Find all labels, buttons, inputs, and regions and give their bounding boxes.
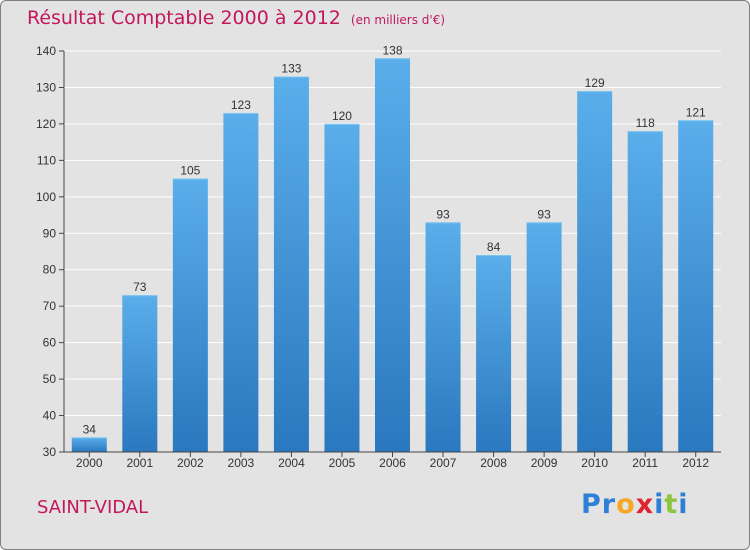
- x-tick-label-2008: 2008: [480, 456, 507, 470]
- bar-2006: [375, 58, 410, 453]
- title-text: Résultat Comptable 2000 à 2012: [27, 7, 341, 29]
- bar-2005: [324, 123, 360, 452]
- bar-2004: [273, 76, 309, 452]
- value-label-2002: 105: [180, 164, 200, 178]
- bar-2009: [526, 222, 562, 452]
- logo-letter: x: [635, 489, 655, 520]
- value-label-2009: 93: [537, 207, 551, 221]
- bar-2011: [627, 131, 663, 452]
- x-tick-label-2000: 2000: [76, 456, 103, 470]
- value-label-2006: 138: [382, 43, 402, 57]
- value-labels: 34 73 105 123 133 120 138 93 84 93 129 118 121: [83, 43, 706, 436]
- logo-letter: t: [664, 489, 679, 520]
- y-tick-label: 110: [37, 153, 56, 167]
- x-tick-label-2002: 2002: [177, 456, 204, 470]
- commune-name: SAINT-VIDAL: [37, 497, 149, 518]
- logo-letter: i: [678, 489, 689, 520]
- y-tick-label: 80: [43, 263, 57, 277]
- x-tick-label-2007: 2007: [430, 456, 457, 470]
- logo-letter: r: [601, 489, 617, 520]
- logo-letter: i: [654, 489, 665, 520]
- x-tick-label-2006: 2006: [379, 456, 406, 470]
- x-tick-label-2004: 2004: [278, 456, 305, 470]
- value-label-2010: 129: [585, 76, 605, 90]
- proxiti-logo: Proxiti: [581, 489, 689, 520]
- y-tick-label: 140: [36, 44, 56, 58]
- x-tick-label-2012: 2012: [682, 456, 709, 470]
- bars: [71, 58, 714, 453]
- value-label-2003: 123: [231, 98, 251, 112]
- y-tick-label: 130: [36, 80, 56, 94]
- y-tick-label: 60: [43, 336, 57, 350]
- value-label-2004: 133: [281, 62, 301, 76]
- value-label-2012: 121: [686, 105, 706, 119]
- bar-2007: [425, 222, 461, 452]
- logo-letter: o: [616, 489, 636, 520]
- x-tick-label-2005: 2005: [329, 456, 356, 470]
- x-tick-label-2003: 2003: [228, 456, 255, 470]
- chart-subtitle: (en milliers d'€): [350, 13, 446, 27]
- y-tick-label: 70: [43, 299, 57, 313]
- y-tick-label: 50: [43, 372, 57, 386]
- value-label-2011: 118: [636, 116, 655, 130]
- x-tick-label-2001: 2001: [126, 456, 153, 470]
- chart-title: Résultat Comptable 2000 à 2012 (en millie…: [27, 7, 445, 29]
- bar-2010: [577, 91, 613, 452]
- bar-2001: [122, 295, 158, 452]
- x-tick-label-2010: 2010: [581, 456, 608, 470]
- y-tick-label: 40: [43, 409, 57, 423]
- y-tick-label: 90: [43, 226, 57, 240]
- value-label-2001: 73: [133, 280, 147, 294]
- bar-2000: [71, 437, 107, 452]
- bar-2008: [476, 255, 512, 452]
- x-tick-label-2009: 2009: [531, 456, 558, 470]
- logo-letter: P: [581, 489, 602, 520]
- bar-2003: [223, 112, 259, 453]
- y-tick-label: 30: [43, 445, 57, 459]
- bar-2002: [172, 178, 208, 452]
- y-tick-label: 120: [36, 117, 56, 131]
- value-label-2007: 93: [436, 207, 450, 221]
- x-axis-ticks: 2000 2001 2002 2003 2004 2005 2006 2007 2008 2009…: [76, 452, 709, 470]
- bar-2012: [678, 120, 714, 452]
- y-axis-ticks: 30 40 50 60 70 80 90 100 110 120 130 140: [36, 44, 64, 459]
- x-tick-label-2011: 2011: [632, 456, 658, 470]
- value-label-2000: 34: [83, 422, 97, 436]
- value-label-2008: 84: [487, 240, 501, 254]
- value-label-2005: 120: [332, 109, 352, 123]
- y-tick-label: 100: [36, 190, 56, 204]
